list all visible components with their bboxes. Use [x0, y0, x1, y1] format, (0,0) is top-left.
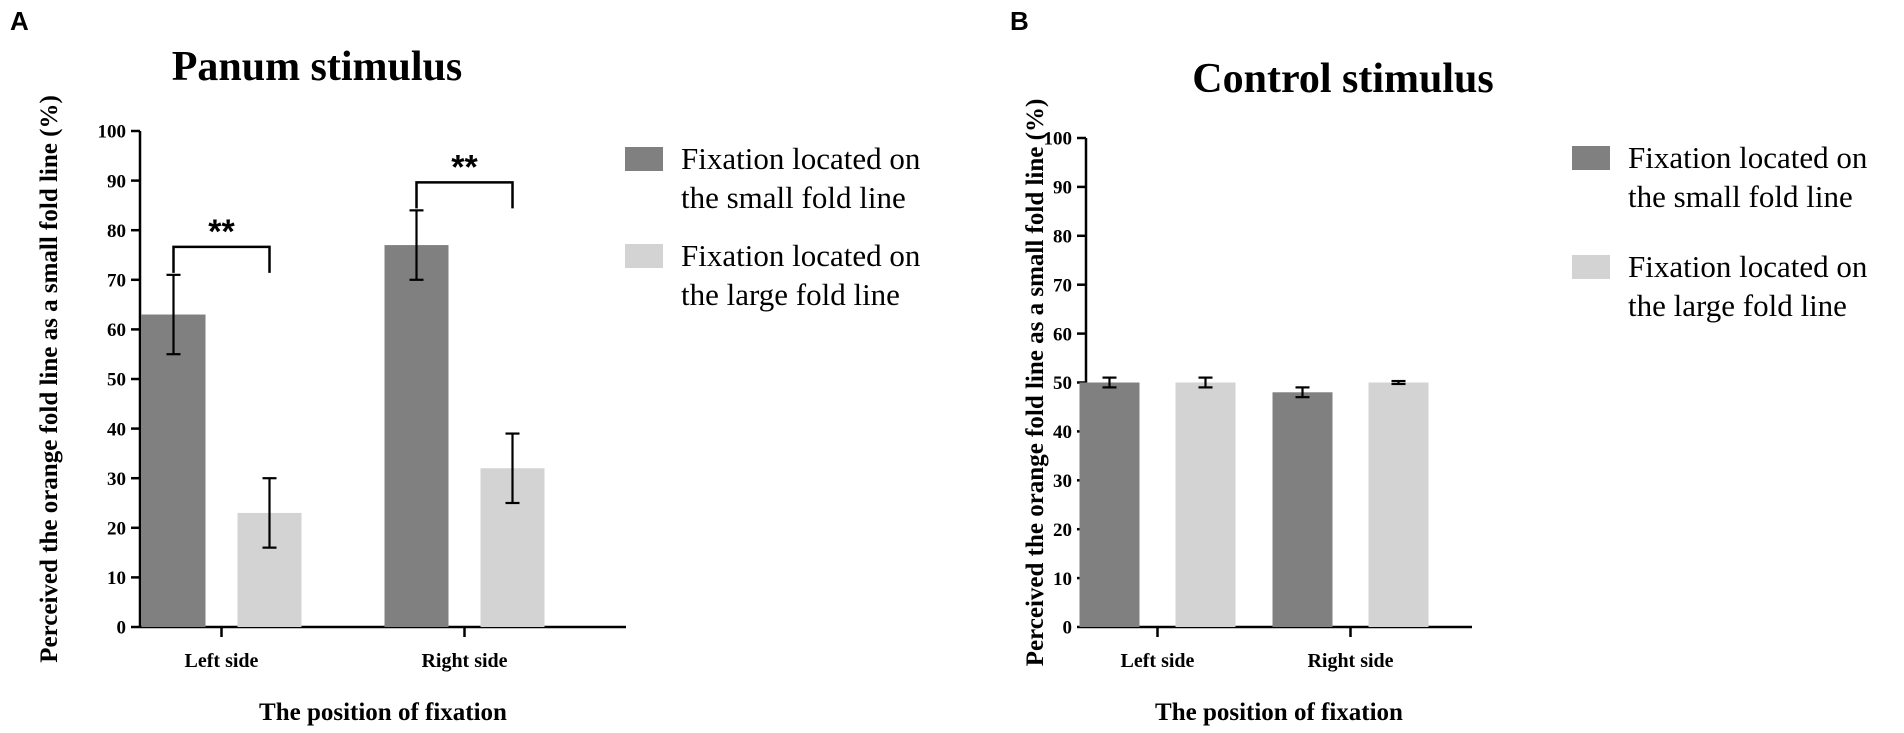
legend-swatch [1572, 255, 1610, 279]
y-tick-label: 10 [1053, 569, 1072, 590]
legend-label: Fixation located on [681, 238, 921, 273]
significance-marker: ** [208, 213, 235, 251]
category-label: Left side [1121, 650, 1195, 672]
significance-bracket [415, 181, 514, 209]
chart-title: Control stimulus [1192, 56, 1493, 102]
category-label: Right side [1307, 650, 1393, 672]
y-tick-label: 100 [1044, 129, 1073, 150]
x-axis-label: The position of fixation [259, 699, 507, 726]
y-tick-label: 30 [107, 469, 126, 490]
y-tick-label: 90 [1053, 178, 1072, 199]
legend-swatch [1572, 146, 1610, 170]
y-tick-label: 20 [107, 518, 126, 539]
y-tick-label: 50 [1053, 373, 1072, 394]
legend-label: the small fold line [681, 180, 906, 215]
y-tick-label: 80 [107, 221, 126, 242]
significance-marker: ** [451, 148, 478, 186]
y-tick-label: 40 [107, 419, 126, 440]
legend-label: the large fold line [681, 277, 900, 312]
y-tick-label: 10 [107, 568, 126, 589]
bar [384, 245, 449, 627]
bar [1079, 382, 1140, 627]
y-tick-label: 30 [1053, 471, 1072, 492]
category-label: Left side [185, 650, 259, 672]
bar [1368, 382, 1429, 627]
y-tick-label: 100 [98, 122, 127, 143]
legend-label: the small fold line [1628, 179, 1853, 214]
bar [141, 314, 206, 627]
y-tick-label: 40 [1053, 422, 1072, 443]
chart-panel-a: A Panum stimulus Perceived the orange fold… [10, 6, 921, 726]
chart-title: Panum stimulus [172, 44, 463, 90]
y-tick-label: 20 [1053, 520, 1072, 541]
y-axis-label: Perceived the orange fold line as a smal… [1022, 99, 1049, 667]
panel-letter: B [1010, 6, 1029, 36]
y-tick-label: 50 [107, 370, 126, 391]
significance-bracket [172, 245, 271, 273]
panel-letter: A [10, 6, 29, 36]
category-label: Right side [421, 650, 507, 672]
legend-swatch [625, 147, 663, 171]
bar [1175, 382, 1236, 627]
chart-panel-b: B Control stimulus Perceived the orange fo… [1010, 6, 1868, 726]
y-tick-label: 80 [1053, 226, 1072, 247]
legend-label: Fixation located on [681, 141, 921, 176]
legend-swatch [625, 244, 663, 268]
y-tick-label: 60 [107, 320, 126, 341]
legend-label: Fixation located on [1628, 249, 1868, 284]
bar [1272, 392, 1333, 627]
x-axis-label: The position of fixation [1155, 699, 1403, 726]
y-tick-label: 70 [1053, 275, 1072, 296]
y-tick-label: 0 [1063, 618, 1073, 639]
legend-label: the large fold line [1628, 288, 1847, 323]
y-tick-label: 0 [117, 618, 127, 639]
y-tick-label: 60 [1053, 324, 1072, 345]
y-tick-label: 70 [107, 270, 126, 291]
y-tick-label: 90 [107, 171, 126, 192]
legend-label: Fixation located on [1628, 140, 1868, 175]
y-axis-label: Perceived the orange fold line as a smal… [36, 95, 63, 663]
